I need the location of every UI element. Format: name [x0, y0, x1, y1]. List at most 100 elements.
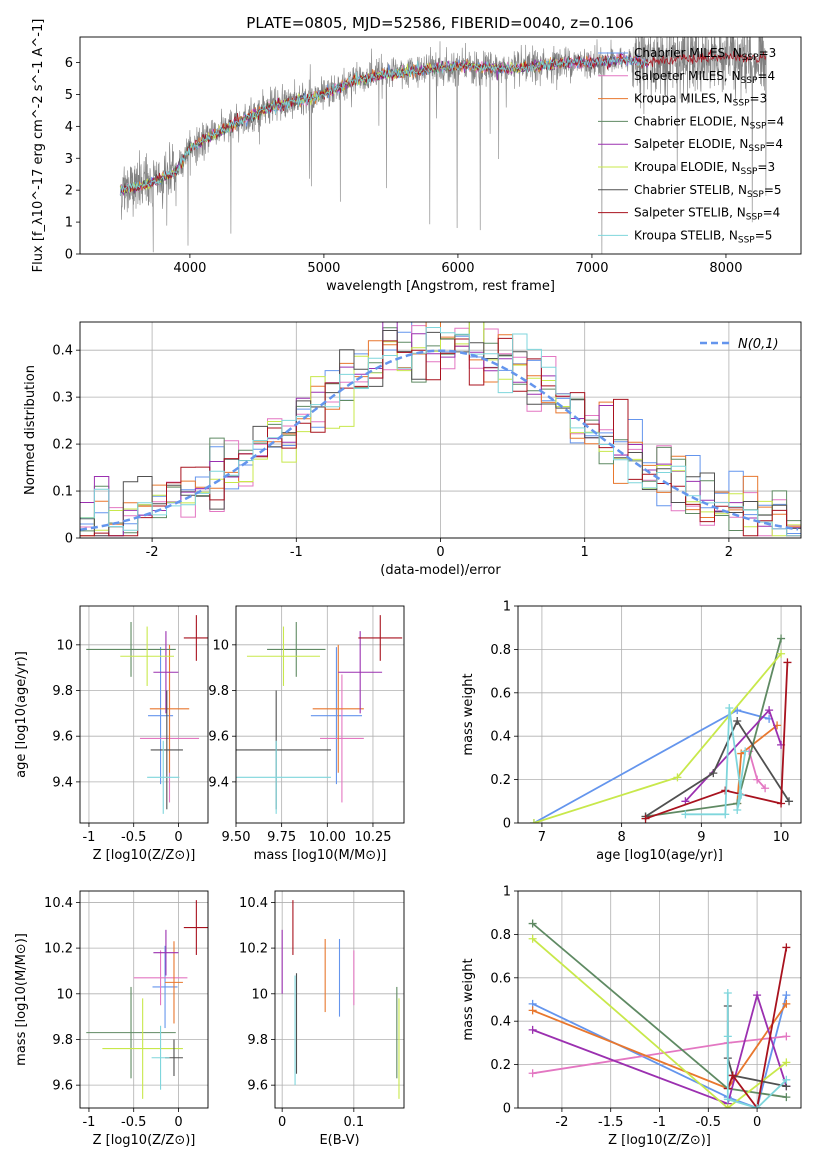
legend-label-salpeter_stelib: Salpeter STELIB, NSSP=4 — [634, 206, 780, 223]
legend-label-base: Chabrier MILES, N — [634, 46, 742, 60]
panel-mass_vs_ebv: 0 0.1 9.6 9.8 10 10.2 10.4 E(B-V) — [239, 890, 405, 1148]
errorbar-chabrier_elodie — [267, 621, 326, 677]
series-marker-kroupa_elodie — [529, 819, 538, 823]
series-marker-chabrier_miles — [782, 991, 791, 1000]
grid-lines — [80, 891, 208, 1108]
y-tick-label: 9.6 — [52, 1079, 73, 1094]
x-axis-label: Z [log10(Z/Z⊙)] — [93, 1133, 196, 1148]
x-axis-label: age [log10(age/yr)] — [596, 848, 723, 863]
errorbar-chabrier_miles — [310, 647, 362, 785]
series-marker-kroupa_stelib — [737, 790, 746, 799]
y-tick-label: 1 — [65, 216, 73, 231]
legend-label-base: Kroupa MILES, N — [634, 92, 733, 106]
grid-lines — [518, 605, 801, 824]
y-tick-label: 10.2 — [239, 942, 268, 957]
y-axis-label: Flux [f_λ10^-17 erg cm^-2 s^-1 A^-1] — [31, 19, 46, 273]
panel-residual_hist: -2 -1 0 1 2 0 0.1 0.2 0.3 0.4 (data-model)/error No… — [23, 321, 802, 578]
errorbar-chabrier_miles — [148, 647, 174, 785]
errorbar-kroupa_elodie — [102, 998, 183, 1099]
x-tick-label: 10 — [773, 830, 790, 845]
x-tick-label: 0 — [436, 545, 444, 560]
errorbar-salpeter_miles — [133, 950, 188, 1006]
x-tick-label: 1 — [581, 545, 589, 560]
legend-label-sub: SSP — [738, 235, 755, 245]
series-marker-kroupa_stelib — [723, 1032, 732, 1041]
legend-label-tail: =4 — [765, 137, 783, 151]
y-tick-label: 9.6 — [247, 1079, 268, 1094]
errorbar-kroupa_miles — [149, 644, 190, 773]
panel-age_vs_mass: 9.50 9.75 10.00 10.25 9.4 9.6 9.8 10 mass [log10… — [208, 605, 405, 863]
y-tick-label: 10 — [56, 638, 73, 653]
legend-label-chabrier_miles: Chabrier MILES, NSSP=3 — [634, 46, 776, 63]
y-tick-label: 0.4 — [490, 1015, 511, 1030]
y-tick-label: 5 — [65, 88, 73, 103]
series-line-kroupa_elodie — [532, 938, 787, 1108]
series-line-salpeter_stelib — [726, 947, 788, 1108]
series-marker-salpeter_elodie — [765, 706, 774, 715]
legend-label-kroupa_miles: Kroupa MILES, NSSP=3 — [634, 92, 767, 109]
y-tick-label: 1 — [503, 600, 511, 615]
legend-label-base: Salpeter MILES, N — [634, 69, 741, 83]
panel-massweight_vs_Z: -2 -1.5 -1 -0.5 0 0 0.2 0.4 0.6 0.8 1 Z [log10(Z/Z⊙… — [461, 885, 802, 1148]
normal-reference-curve — [80, 349, 799, 532]
x-tick-label: 10.25 — [354, 830, 391, 845]
grid-lines — [80, 606, 208, 823]
series-marker-chabrier_elodie — [777, 634, 786, 643]
y-tick-label: 10.4 — [44, 896, 73, 911]
legend-label-tail: =4 — [766, 114, 784, 128]
errorbar-salpeter_elodie — [153, 631, 179, 714]
legend-label-salpeter_elodie: Salpeter ELODIE, NSSP=4 — [634, 137, 783, 154]
axes-frame — [517, 605, 802, 824]
x-tick-label: 8000 — [709, 261, 742, 276]
legend-label-salpeter_miles: Salpeter MILES, NSSP=4 — [634, 69, 775, 86]
legend-label-base: Salpeter ELODIE, N — [634, 137, 748, 151]
plot-area — [119, 37, 767, 254]
x-tick-label: -1.5 — [598, 1115, 623, 1130]
x-axis-label: E(B-V) — [319, 1133, 359, 1148]
y-tick-label: 9.6 — [52, 730, 73, 745]
errorbar-kroupa_elodie — [246, 626, 320, 686]
y-tick-label: 9.8 — [247, 1033, 268, 1048]
x-tick-label: 5000 — [307, 261, 340, 276]
axes-frame — [517, 890, 802, 1109]
series-line-salpeter_elodie — [532, 992, 788, 1105]
y-tick-label: 2 — [65, 184, 73, 199]
panel-age_vs_Z: -1 -0.5 0 9.4 9.6 9.8 10 Z [log10(Z/Z⊙)] age [lo… — [14, 605, 209, 863]
x-tick-label: 9.75 — [267, 830, 296, 845]
y-tick-label: 0 — [503, 817, 511, 832]
plot-area — [236, 615, 403, 814]
y-axis-label: mass weight — [461, 958, 476, 1040]
x-axis-label: wavelength [Angstrom, rest frame] — [326, 279, 555, 294]
series-marker-kroupa_stelib — [733, 805, 742, 814]
y-tick-label: 0.2 — [490, 1058, 511, 1073]
x-tick-label: -1 — [290, 545, 303, 560]
plot-area — [86, 615, 208, 814]
legend-label-kroupa_stelib: Kroupa STELIB, NSSP=5 — [634, 228, 772, 245]
series-marker-kroupa_stelib — [782, 1075, 791, 1084]
series-marker-salpeter_elodie — [753, 991, 762, 1000]
grid-lines — [235, 606, 404, 823]
x-tick-label: 0 — [174, 830, 182, 845]
series-marker-salpeter_stelib — [641, 814, 650, 823]
x-tick-label: 2 — [725, 545, 733, 560]
y-axis-label: mass weight — [461, 673, 476, 755]
x-axis-label: Z [log10(Z/Z⊙)] — [93, 848, 196, 863]
x-tick-label: 0.1 — [343, 1115, 364, 1130]
axes-frame — [79, 605, 209, 824]
legend-label-sub: SSP — [733, 99, 750, 109]
errorbar-chabrier_stelib — [150, 690, 183, 810]
errorbar-kroupa_stelib — [236, 740, 331, 814]
series-marker-kroupa_miles — [528, 1006, 537, 1015]
y-tick-label: 1 — [503, 885, 511, 900]
y-tick-label: 9.8 — [52, 1033, 73, 1048]
legend-label-sub: SSP — [750, 121, 767, 131]
legend-label-normal: N(0,1) — [738, 337, 779, 352]
y-tick-label: 9.4 — [208, 775, 229, 790]
legend-label-tail: =4 — [757, 69, 775, 83]
errorbar-salpeter_miles — [320, 674, 364, 803]
spectrum-fit-kroupa_stelib — [119, 55, 649, 196]
x-axis-label: mass [log10(M/M⊙)] — [254, 848, 387, 863]
series-marker-chabrier_elodie — [528, 919, 537, 928]
y-tick-label: 6 — [65, 56, 73, 71]
